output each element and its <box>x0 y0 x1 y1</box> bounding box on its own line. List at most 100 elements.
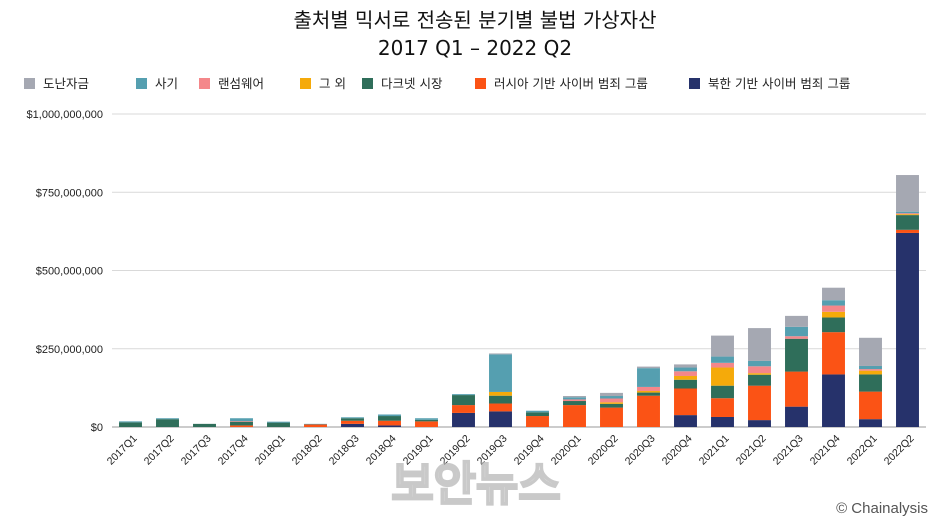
bar-segment <box>600 402 623 404</box>
x-tick-label: 2020Q4 <box>660 433 695 468</box>
bar-segment <box>600 407 623 427</box>
bar-segment <box>896 211 919 214</box>
bar-segment <box>489 354 512 392</box>
bar-segment <box>822 305 845 312</box>
bar-segment <box>341 423 364 427</box>
bar-segment <box>193 423 216 427</box>
bar-segment <box>563 401 586 406</box>
bar-segment <box>637 386 660 392</box>
bar-segment <box>822 332 845 375</box>
bar-segment <box>304 424 327 427</box>
legend-swatch <box>475 78 486 89</box>
bar-segment <box>637 392 660 396</box>
x-tick-label: 2017Q1 <box>105 433 140 468</box>
x-tick-label: 2018Q2 <box>290 433 325 468</box>
bar-segment <box>748 374 771 386</box>
legend-label: 북한 기반 사이버 범죄 그룹 <box>708 76 850 91</box>
x-tick-label: 2017Q2 <box>142 433 177 468</box>
legend-label: 러시아 기반 사이버 범죄 그룹 <box>494 76 648 91</box>
legend-swatch <box>689 78 700 89</box>
bar-segment <box>415 419 438 422</box>
bar-segment <box>896 214 919 216</box>
y-tick-label: $750,000,000 <box>36 187 103 199</box>
legend-swatch <box>300 78 311 89</box>
bar-segment <box>896 175 919 212</box>
bar-segment <box>600 396 623 399</box>
bar-segment <box>637 395 660 427</box>
bar-segment <box>674 371 697 376</box>
legend-label: 도난자금 <box>43 76 89 91</box>
bar-segment <box>748 420 771 427</box>
bar-segment <box>489 391 512 396</box>
legend-swatch <box>24 78 35 89</box>
bar-segment <box>822 287 845 301</box>
bar-segment <box>415 421 438 427</box>
bar-segment <box>859 391 882 420</box>
legend-label: 사기 <box>155 76 178 91</box>
bar-segment <box>785 326 808 337</box>
bar-segment <box>378 414 401 417</box>
bar-segment <box>119 422 142 427</box>
bar-segment <box>674 364 697 368</box>
bar-segment <box>822 300 845 306</box>
x-tick-label: 2020Q3 <box>623 433 658 468</box>
bars <box>119 175 919 427</box>
chart-subtitle: 2017 Q1 – 2022 Q2 <box>378 36 572 60</box>
bar-segment <box>896 215 919 230</box>
bar-segment <box>378 416 401 421</box>
bar-segment <box>267 421 290 423</box>
bar-segment <box>785 338 808 372</box>
bar-segment <box>489 353 512 355</box>
bar-segment <box>600 392 623 397</box>
bar-segment <box>230 425 253 427</box>
bar-segment <box>748 328 771 361</box>
bar-segment <box>822 374 845 427</box>
bar-segment <box>526 412 549 417</box>
bar-segment <box>637 391 660 393</box>
legend-label: 다크넷 시장 <box>381 76 443 91</box>
bar-segment <box>378 425 401 427</box>
bar-segment <box>711 398 734 417</box>
bar-segment <box>489 403 512 412</box>
bar-segment <box>674 388 697 416</box>
legend: 도난자금 사기 랜섬웨어 그 외 다크넷 시장 러시아 기반 사이버 범죄 그룹 북한 기반… <box>24 76 850 91</box>
x-tick-label: 2021Q2 <box>734 433 769 468</box>
y-tick-label: $250,000,000 <box>36 344 103 356</box>
x-tick-label: 2018Q1 <box>253 433 288 468</box>
bar-segment <box>674 375 697 380</box>
bar-segment <box>674 415 697 427</box>
bar-segment <box>452 394 475 396</box>
bar-segment <box>711 335 734 357</box>
bar-segment <box>711 416 734 427</box>
bar-segment <box>896 229 919 233</box>
bar-segment <box>304 423 327 425</box>
bar-segment <box>563 396 586 398</box>
bar-segment <box>267 422 290 427</box>
x-tick-label: 2017Q3 <box>179 433 214 468</box>
bar-segment <box>785 315 808 327</box>
bar-segment <box>452 395 475 406</box>
bar-segment <box>896 213 919 215</box>
x-tick-label: 2021Q1 <box>697 433 732 468</box>
bar-segment <box>600 398 623 403</box>
x-tick-label: 2018Q3 <box>327 433 362 468</box>
bar-segment <box>859 419 882 427</box>
bar-segment <box>859 337 882 366</box>
bar-segment <box>896 232 919 427</box>
y-tick-label: $0 <box>91 422 103 434</box>
x-tick-label: 2017Q4 <box>216 433 251 468</box>
chart-title: 출처별 믹서로 전송된 분기별 불법 가상자산 <box>294 8 657 32</box>
bar-segment <box>674 379 697 389</box>
bar-segment <box>637 366 660 369</box>
bar-segment <box>748 360 771 367</box>
bar-segment <box>711 367 734 386</box>
bar-segment <box>156 418 179 420</box>
bar-segment <box>748 366 771 374</box>
bar-segment <box>859 374 882 392</box>
bar-segment <box>230 421 253 426</box>
legend-label: 랜섬웨어 <box>218 76 264 91</box>
bar-segment <box>563 399 586 402</box>
legend-swatch <box>199 78 210 89</box>
y-axis: $0 $250,000,000 $500,000,000 $750,000,000 $1… <box>27 109 103 434</box>
